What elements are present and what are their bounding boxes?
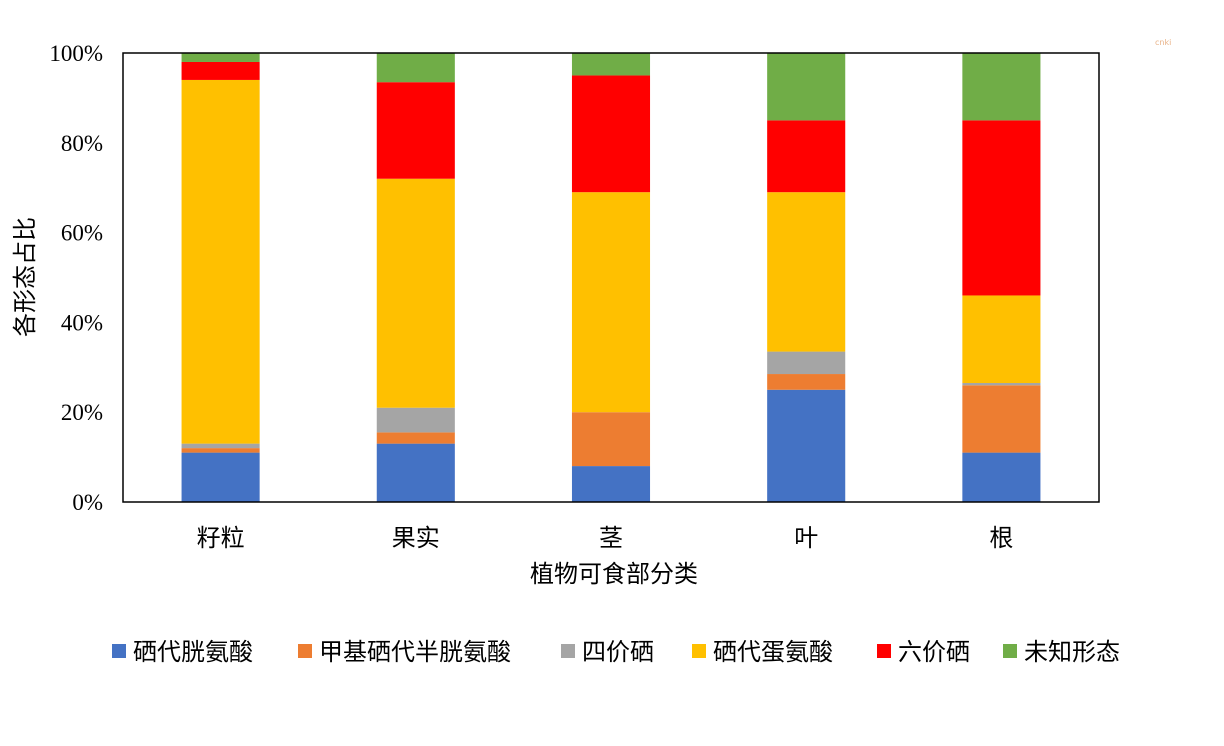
bar-segment [376, 407, 455, 433]
legend-swatch [112, 644, 126, 658]
legend-item: 硒代胱氨酸 [112, 638, 253, 666]
bar-segment [181, 53, 260, 62]
x-category-label: 根 [989, 524, 1013, 552]
bar-segment [962, 383, 1041, 386]
legend-swatch [877, 644, 891, 658]
legend-label: 硒代胱氨酸 [133, 638, 253, 666]
bar-segment [181, 443, 260, 449]
bar-segment [376, 432, 455, 444]
legend-item: 六价硒 [877, 638, 970, 666]
bar-segment [181, 452, 260, 502]
y-tick-label: 60% [61, 221, 103, 246]
bar-segment [571, 75, 651, 193]
bar-segment [571, 192, 651, 413]
x-axis-title: 植物可食部分类 [530, 560, 698, 588]
y-tick-label: 0% [72, 490, 103, 515]
bar-segment [767, 374, 846, 390]
bar-segment [767, 120, 846, 193]
bar-segment [571, 412, 651, 467]
legend-label: 甲基硒代半胱氨酸 [319, 638, 511, 666]
x-category-label: 籽粒 [197, 524, 245, 552]
bar-segment [571, 53, 651, 76]
bar-segment [181, 79, 260, 444]
x-category-label: 果实 [392, 524, 440, 552]
bar-segment [376, 53, 455, 83]
bar-segment [767, 192, 846, 352]
bar-segment [571, 466, 651, 502]
legend: 硒代胱氨酸 甲基硒代半胱氨酸 四价硒 硒代蛋氨酸 六价硒 未知形态 [112, 638, 1120, 666]
bar-segment [767, 389, 846, 502]
bar-segment [376, 443, 455, 502]
bar-segment [767, 53, 846, 121]
y-tick-label: 80% [61, 131, 103, 156]
legend-item: 甲基硒代半胱氨酸 [298, 638, 511, 666]
y-axis-ticks: 0% 20% 40% 60% 80% 100% [49, 41, 103, 515]
bar-segment [181, 448, 260, 453]
legend-item: 未知形态 [1003, 638, 1120, 666]
legend-swatch [298, 644, 312, 658]
bar-segment [376, 178, 455, 408]
bar-segment [962, 385, 1041, 453]
legend-swatch [1003, 644, 1017, 658]
legend-swatch [561, 644, 575, 658]
bar-segment [376, 82, 455, 179]
legend-item: 硒代蛋氨酸 [692, 638, 833, 666]
legend-label: 硒代蛋氨酸 [713, 638, 833, 666]
bar-segment [767, 351, 846, 375]
bar-segment [181, 61, 260, 80]
y-axis-title: 各形态占比 [11, 217, 39, 337]
y-tick-label: 100% [49, 41, 103, 66]
legend-label: 未知形态 [1024, 638, 1120, 666]
bar-segment [962, 53, 1041, 121]
x-category-label: 茎 [599, 524, 623, 552]
watermark-logo: cnki [1155, 38, 1171, 47]
plot-frame [122, 52, 1100, 503]
bar-segment [962, 120, 1041, 296]
bar-segment [962, 452, 1041, 502]
legend-label: 六价硒 [898, 638, 970, 666]
bar-segment [962, 295, 1041, 384]
y-tick-label: 20% [61, 400, 103, 425]
x-axis-categories: 籽粒 果实 茎 叶 根 [197, 524, 1014, 552]
y-tick-label: 40% [61, 310, 103, 335]
bars-layer [181, 53, 1041, 502]
x-category-label: 叶 [794, 524, 818, 552]
legend-item: 四价硒 [561, 638, 654, 666]
legend-swatch [692, 644, 706, 658]
legend-label: 四价硒 [582, 638, 654, 666]
